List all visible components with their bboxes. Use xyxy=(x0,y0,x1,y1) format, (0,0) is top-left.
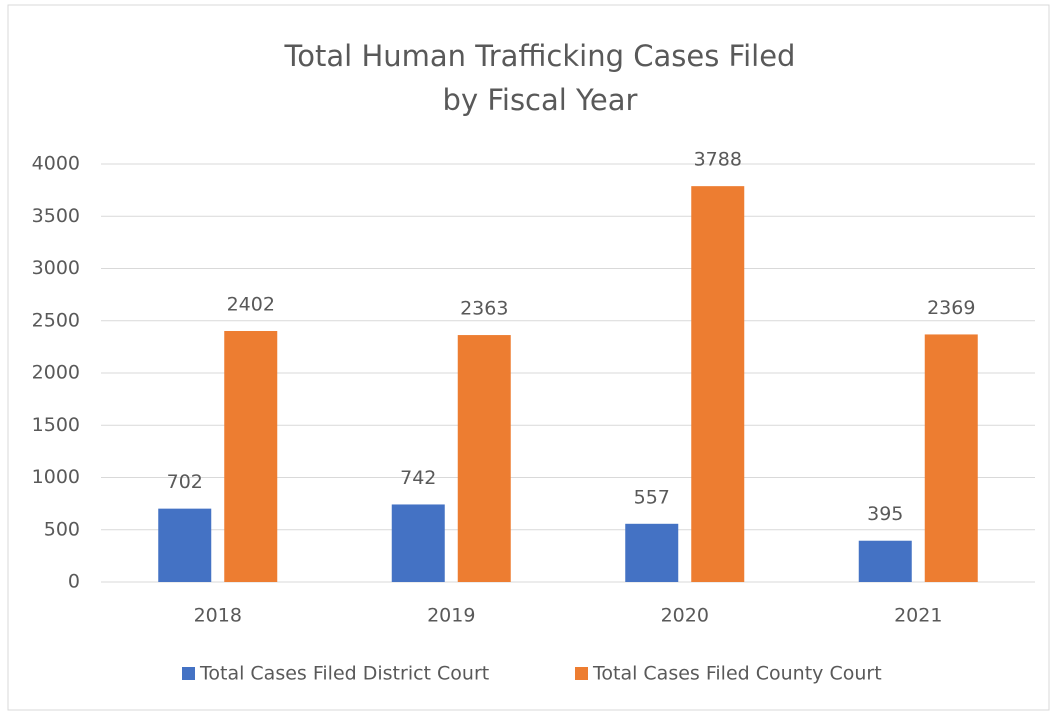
chart-title: by Fiscal Year xyxy=(443,83,638,117)
x-tick-label: 2018 xyxy=(194,605,242,627)
bar xyxy=(625,523,679,582)
legend-label: Total Cases Filed District Court xyxy=(199,663,489,685)
bar xyxy=(391,504,445,582)
y-tick-label: 4000 xyxy=(32,153,80,175)
y-tick-label: 1500 xyxy=(32,414,80,436)
chart-title: Total Human Trafficking Cases Filed xyxy=(284,39,796,73)
bar xyxy=(691,186,745,583)
data-label: 702 xyxy=(167,471,203,493)
bar xyxy=(224,330,278,582)
bar xyxy=(858,540,912,582)
bar xyxy=(457,335,511,582)
x-tick-label: 2019 xyxy=(427,605,475,627)
data-label: 2363 xyxy=(460,298,508,320)
y-tick-label: 1000 xyxy=(32,466,80,488)
x-tick-label: 2020 xyxy=(661,605,709,627)
y-tick-label: 500 xyxy=(44,518,80,540)
legend-swatch xyxy=(575,667,588,680)
data-label: 2369 xyxy=(927,297,975,319)
data-label: 3788 xyxy=(694,149,742,171)
y-tick-label: 2000 xyxy=(32,362,80,384)
x-tick-label: 2021 xyxy=(894,605,942,627)
bar xyxy=(924,334,978,582)
y-tick-label: 3000 xyxy=(32,257,80,279)
data-label: 557 xyxy=(634,486,670,508)
chart-border xyxy=(7,4,1050,711)
y-tick-label: 3500 xyxy=(32,205,80,227)
y-tick-label: 2500 xyxy=(32,309,80,331)
data-label: 742 xyxy=(400,467,436,489)
data-label: 395 xyxy=(867,503,903,525)
data-label: 2402 xyxy=(227,293,275,315)
bar xyxy=(158,508,212,582)
legend-label: Total Cases Filed County Court xyxy=(592,663,882,685)
legend-swatch xyxy=(182,667,195,680)
y-tick-label: 0 xyxy=(68,571,80,593)
